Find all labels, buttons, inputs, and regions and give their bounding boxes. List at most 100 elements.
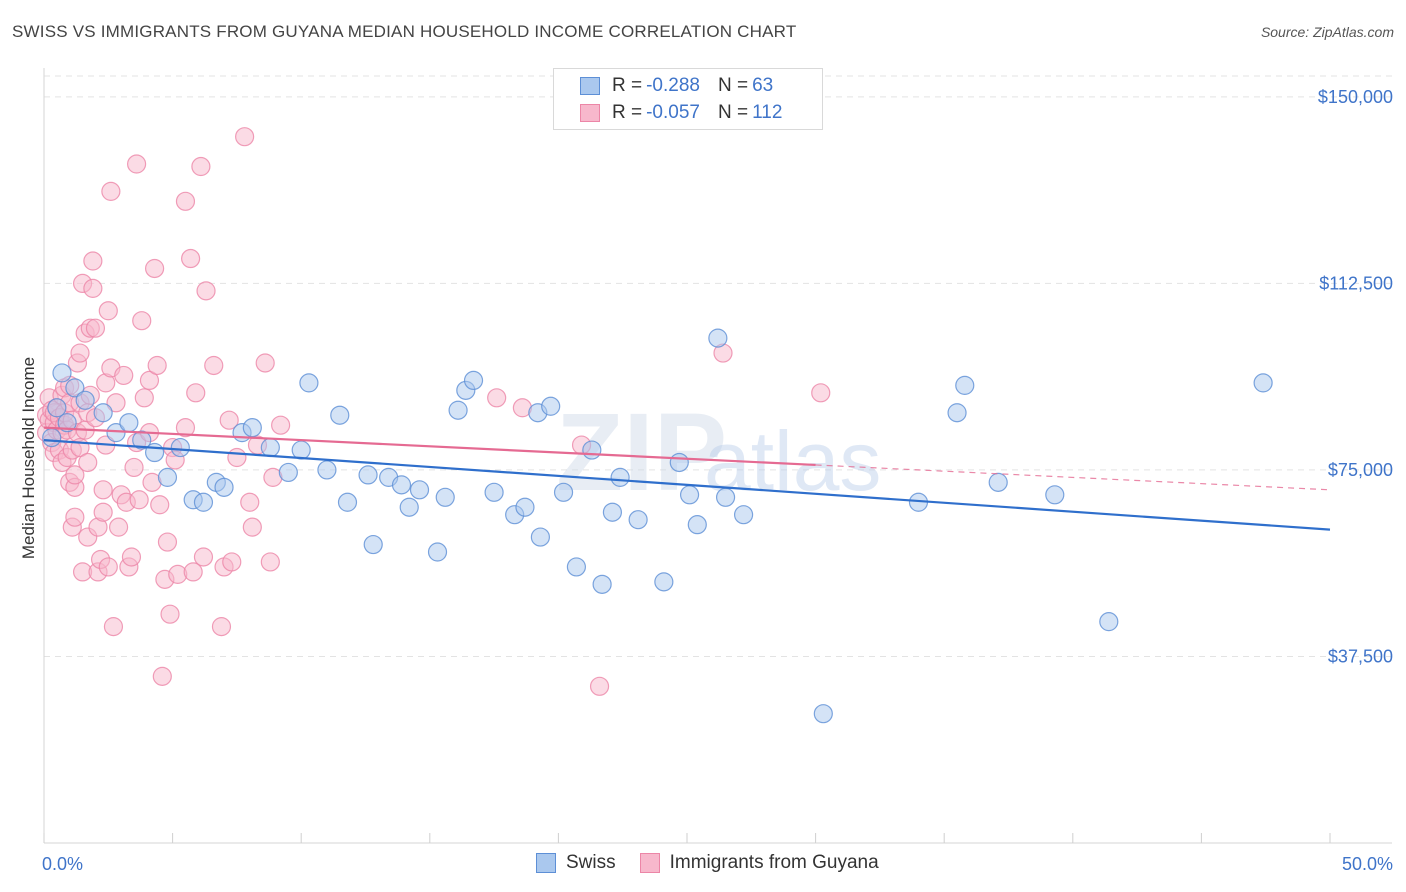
- n-value: 112: [752, 102, 783, 123]
- guyana-point: [126, 154, 147, 174]
- guyana-legend-label: Immigrants from Guyana: [669, 852, 879, 873]
- r-label: R =: [612, 102, 643, 123]
- swiss-point: [947, 403, 967, 423]
- swiss-point: [278, 462, 298, 483]
- swiss-point: [669, 452, 689, 473]
- swiss-legend-swatch: [536, 853, 556, 873]
- guyana-point: [121, 547, 142, 567]
- swiss-point: [337, 492, 358, 512]
- grid-layer: [44, 75, 1392, 657]
- guyana-point: [242, 517, 262, 537]
- guyana-point: [211, 617, 232, 637]
- guyana-point: [103, 617, 124, 637]
- trend-layer: [43, 426, 1331, 531]
- guyana-point: [157, 532, 178, 552]
- guyana-point: [175, 191, 196, 211]
- swiss-point: [515, 497, 535, 517]
- guyana-point: [175, 418, 196, 438]
- swiss-point: [553, 482, 574, 502]
- guyana-point: [134, 388, 154, 408]
- swiss-point: [733, 505, 754, 525]
- swiss-point: [242, 418, 262, 438]
- legend-row-guyana: R = -0.057 N = 112: [580, 102, 782, 124]
- swiss-points: [42, 328, 1273, 724]
- swiss-point: [610, 467, 630, 487]
- source-label: Source: ZipAtlas.com: [1260, 24, 1394, 40]
- swiss-point: [358, 465, 378, 485]
- swiss-point: [654, 572, 674, 592]
- swiss-trend-line: [43, 438, 1331, 531]
- swiss-point: [214, 477, 234, 497]
- swiss-point: [427, 542, 448, 562]
- guyana-point: [124, 457, 144, 478]
- swiss-legend-label: Swiss: [566, 852, 616, 873]
- guyana-point: [108, 517, 129, 537]
- guyana-point: [227, 447, 247, 468]
- swiss-point: [1045, 485, 1065, 505]
- swiss-point: [170, 437, 190, 458]
- legend-item-guyana[interactable]: Immigrants from Guyana: [639, 852, 879, 874]
- guyana-trend-line: [43, 426, 816, 467]
- guyana-point: [83, 278, 103, 298]
- guyana-point: [101, 181, 121, 201]
- swiss-point: [435, 487, 455, 507]
- swiss-point: [317, 460, 337, 480]
- n-label: N =: [717, 102, 749, 123]
- swiss-point: [628, 510, 648, 530]
- guyana-point: [204, 355, 224, 376]
- swiss-point: [363, 534, 383, 555]
- x-tick-label: 0.0%: [42, 854, 83, 874]
- n-value: 63: [752, 75, 774, 96]
- swiss-point: [715, 487, 736, 507]
- guyana-point: [98, 557, 118, 577]
- swiss-point: [813, 704, 833, 724]
- guyana-point: [65, 465, 85, 485]
- guyana-point: [114, 365, 134, 386]
- guyana-point: [83, 251, 103, 271]
- swiss-point: [679, 485, 700, 505]
- guyana-point: [260, 552, 280, 572]
- swiss-point: [75, 390, 95, 410]
- swiss-point: [330, 405, 350, 425]
- guyana-point: [160, 604, 180, 624]
- guyana-point: [186, 383, 206, 403]
- swiss-point: [291, 440, 311, 460]
- swiss-point: [399, 497, 419, 517]
- swiss-point: [93, 403, 113, 423]
- swiss-point: [484, 482, 504, 502]
- legend-item-swiss[interactable]: Swiss: [536, 852, 616, 874]
- guyana-point: [222, 552, 242, 572]
- guyana-point: [144, 258, 165, 279]
- swiss-point: [119, 413, 139, 433]
- r-value: -0.057: [646, 102, 700, 123]
- swiss-point: [602, 502, 623, 522]
- guyana-point: [191, 156, 211, 177]
- swiss-point: [582, 440, 602, 460]
- label-layer: $37,500 $75,000 $112,500 $150,000 0.0% 50.0%: [42, 87, 1393, 874]
- swiss-point: [955, 375, 975, 395]
- guyana-point: [193, 547, 214, 567]
- swiss-point: [687, 515, 707, 535]
- guyana-point: [132, 311, 152, 331]
- swiss-point: [65, 378, 85, 398]
- swiss-point: [448, 400, 468, 420]
- guyana-points: [36, 127, 831, 696]
- y-axis-label: Median Household Income: [19, 357, 38, 559]
- guyana-trend-extension: [815, 464, 1331, 491]
- swiss-point: [463, 370, 484, 390]
- guyana-point: [98, 301, 118, 321]
- guyana-point: [152, 666, 172, 686]
- guyana-point: [811, 383, 831, 403]
- guyana-point: [65, 507, 85, 527]
- swiss-point: [530, 527, 550, 547]
- y-tick-label: $150,000: [1318, 87, 1393, 107]
- swiss-point: [299, 373, 319, 393]
- guyana-point: [70, 343, 90, 363]
- guyana-point: [235, 127, 255, 147]
- swiss-point: [193, 492, 214, 512]
- guyana-point: [271, 415, 291, 435]
- stats-legend: R = -0.288 N = 63 R = -0.057 N = 112: [553, 68, 823, 130]
- n-label: N =: [717, 75, 749, 96]
- guyana-point: [78, 452, 98, 473]
- swiss-swatch: [580, 77, 600, 95]
